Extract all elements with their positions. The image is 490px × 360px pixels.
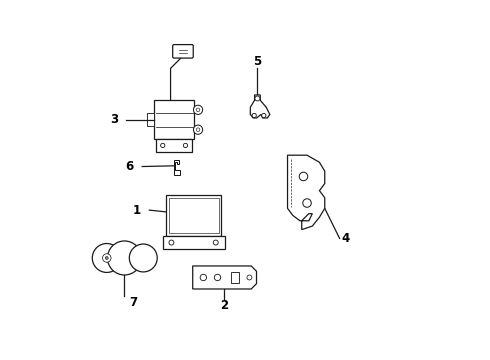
Circle shape: [105, 257, 108, 260]
Circle shape: [252, 113, 256, 118]
FancyBboxPatch shape: [172, 45, 193, 58]
Circle shape: [92, 243, 121, 273]
Circle shape: [194, 105, 203, 114]
Circle shape: [196, 108, 200, 112]
Circle shape: [214, 274, 220, 281]
Circle shape: [200, 274, 207, 281]
Bar: [169, 198, 219, 233]
Bar: [163, 236, 224, 249]
Bar: [231, 272, 239, 283]
Circle shape: [183, 143, 188, 148]
Polygon shape: [174, 160, 180, 175]
Circle shape: [299, 172, 308, 181]
Circle shape: [169, 240, 174, 245]
Circle shape: [262, 113, 266, 118]
Circle shape: [107, 241, 142, 275]
Circle shape: [303, 199, 311, 207]
Polygon shape: [250, 95, 270, 118]
Polygon shape: [193, 266, 257, 289]
Text: 1: 1: [133, 204, 141, 217]
Circle shape: [213, 240, 218, 245]
Circle shape: [196, 128, 200, 131]
Circle shape: [161, 143, 165, 148]
Circle shape: [194, 125, 203, 134]
Bar: [166, 195, 221, 236]
Text: 2: 2: [220, 299, 228, 312]
Circle shape: [247, 275, 252, 280]
Bar: [156, 139, 192, 152]
Text: 7: 7: [129, 296, 137, 309]
Circle shape: [255, 96, 260, 101]
Polygon shape: [288, 155, 325, 230]
Circle shape: [129, 244, 157, 272]
Text: 4: 4: [342, 232, 350, 245]
Bar: [154, 100, 195, 139]
Bar: [147, 113, 154, 126]
Circle shape: [102, 254, 111, 262]
Text: 6: 6: [125, 160, 134, 173]
Text: 5: 5: [253, 55, 262, 68]
Text: 3: 3: [110, 113, 118, 126]
